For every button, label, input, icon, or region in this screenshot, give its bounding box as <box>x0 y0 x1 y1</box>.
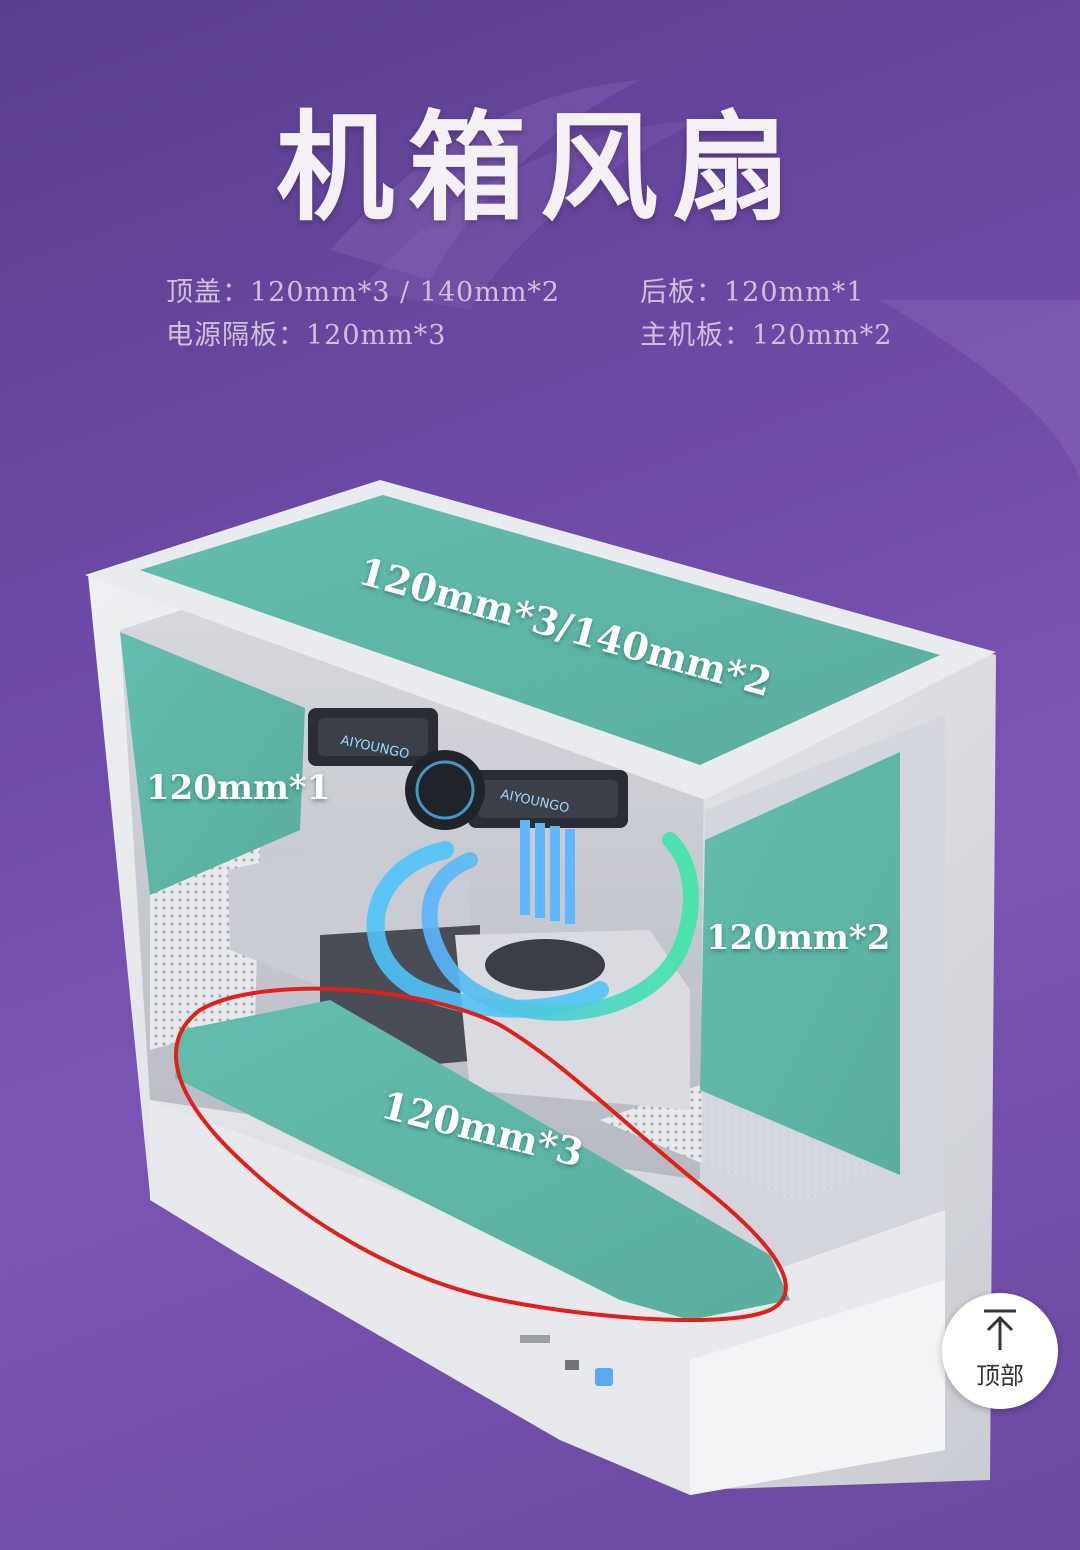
spec-top-cover: 顶盖：120mm*3 / 140mm*2 <box>166 277 561 308</box>
zone-rear-panel <box>120 632 305 895</box>
aio-cooler: AIYOUNGO AIYOUNGO <box>308 708 628 924</box>
back-to-top-button[interactable]: 顶部 <box>942 1293 1058 1409</box>
coolant-tubes <box>366 832 699 1021</box>
zone-motherboard <box>700 752 900 1175</box>
label-rear-fans: 120mm*1 <box>146 768 331 808</box>
spec-psu-shroud: 电源隔板：120mm*3 <box>166 320 447 351</box>
page-title: 机箱风扇 <box>275 99 804 237</box>
arrow-up-icon <box>984 1309 1016 1350</box>
annotation-circle <box>174 986 788 1322</box>
spec-motherboard-side: 主机板：120mm*2 <box>640 320 893 351</box>
spec-rear-panel: 后板：120mm*1 <box>640 277 865 308</box>
label-motherboard-fans: 120mm*2 <box>706 918 891 958</box>
zone-psu-shroud <box>175 1000 790 1320</box>
zone-top-cover <box>85 480 996 800</box>
back-to-top-label: 顶部 <box>976 1361 1024 1390</box>
